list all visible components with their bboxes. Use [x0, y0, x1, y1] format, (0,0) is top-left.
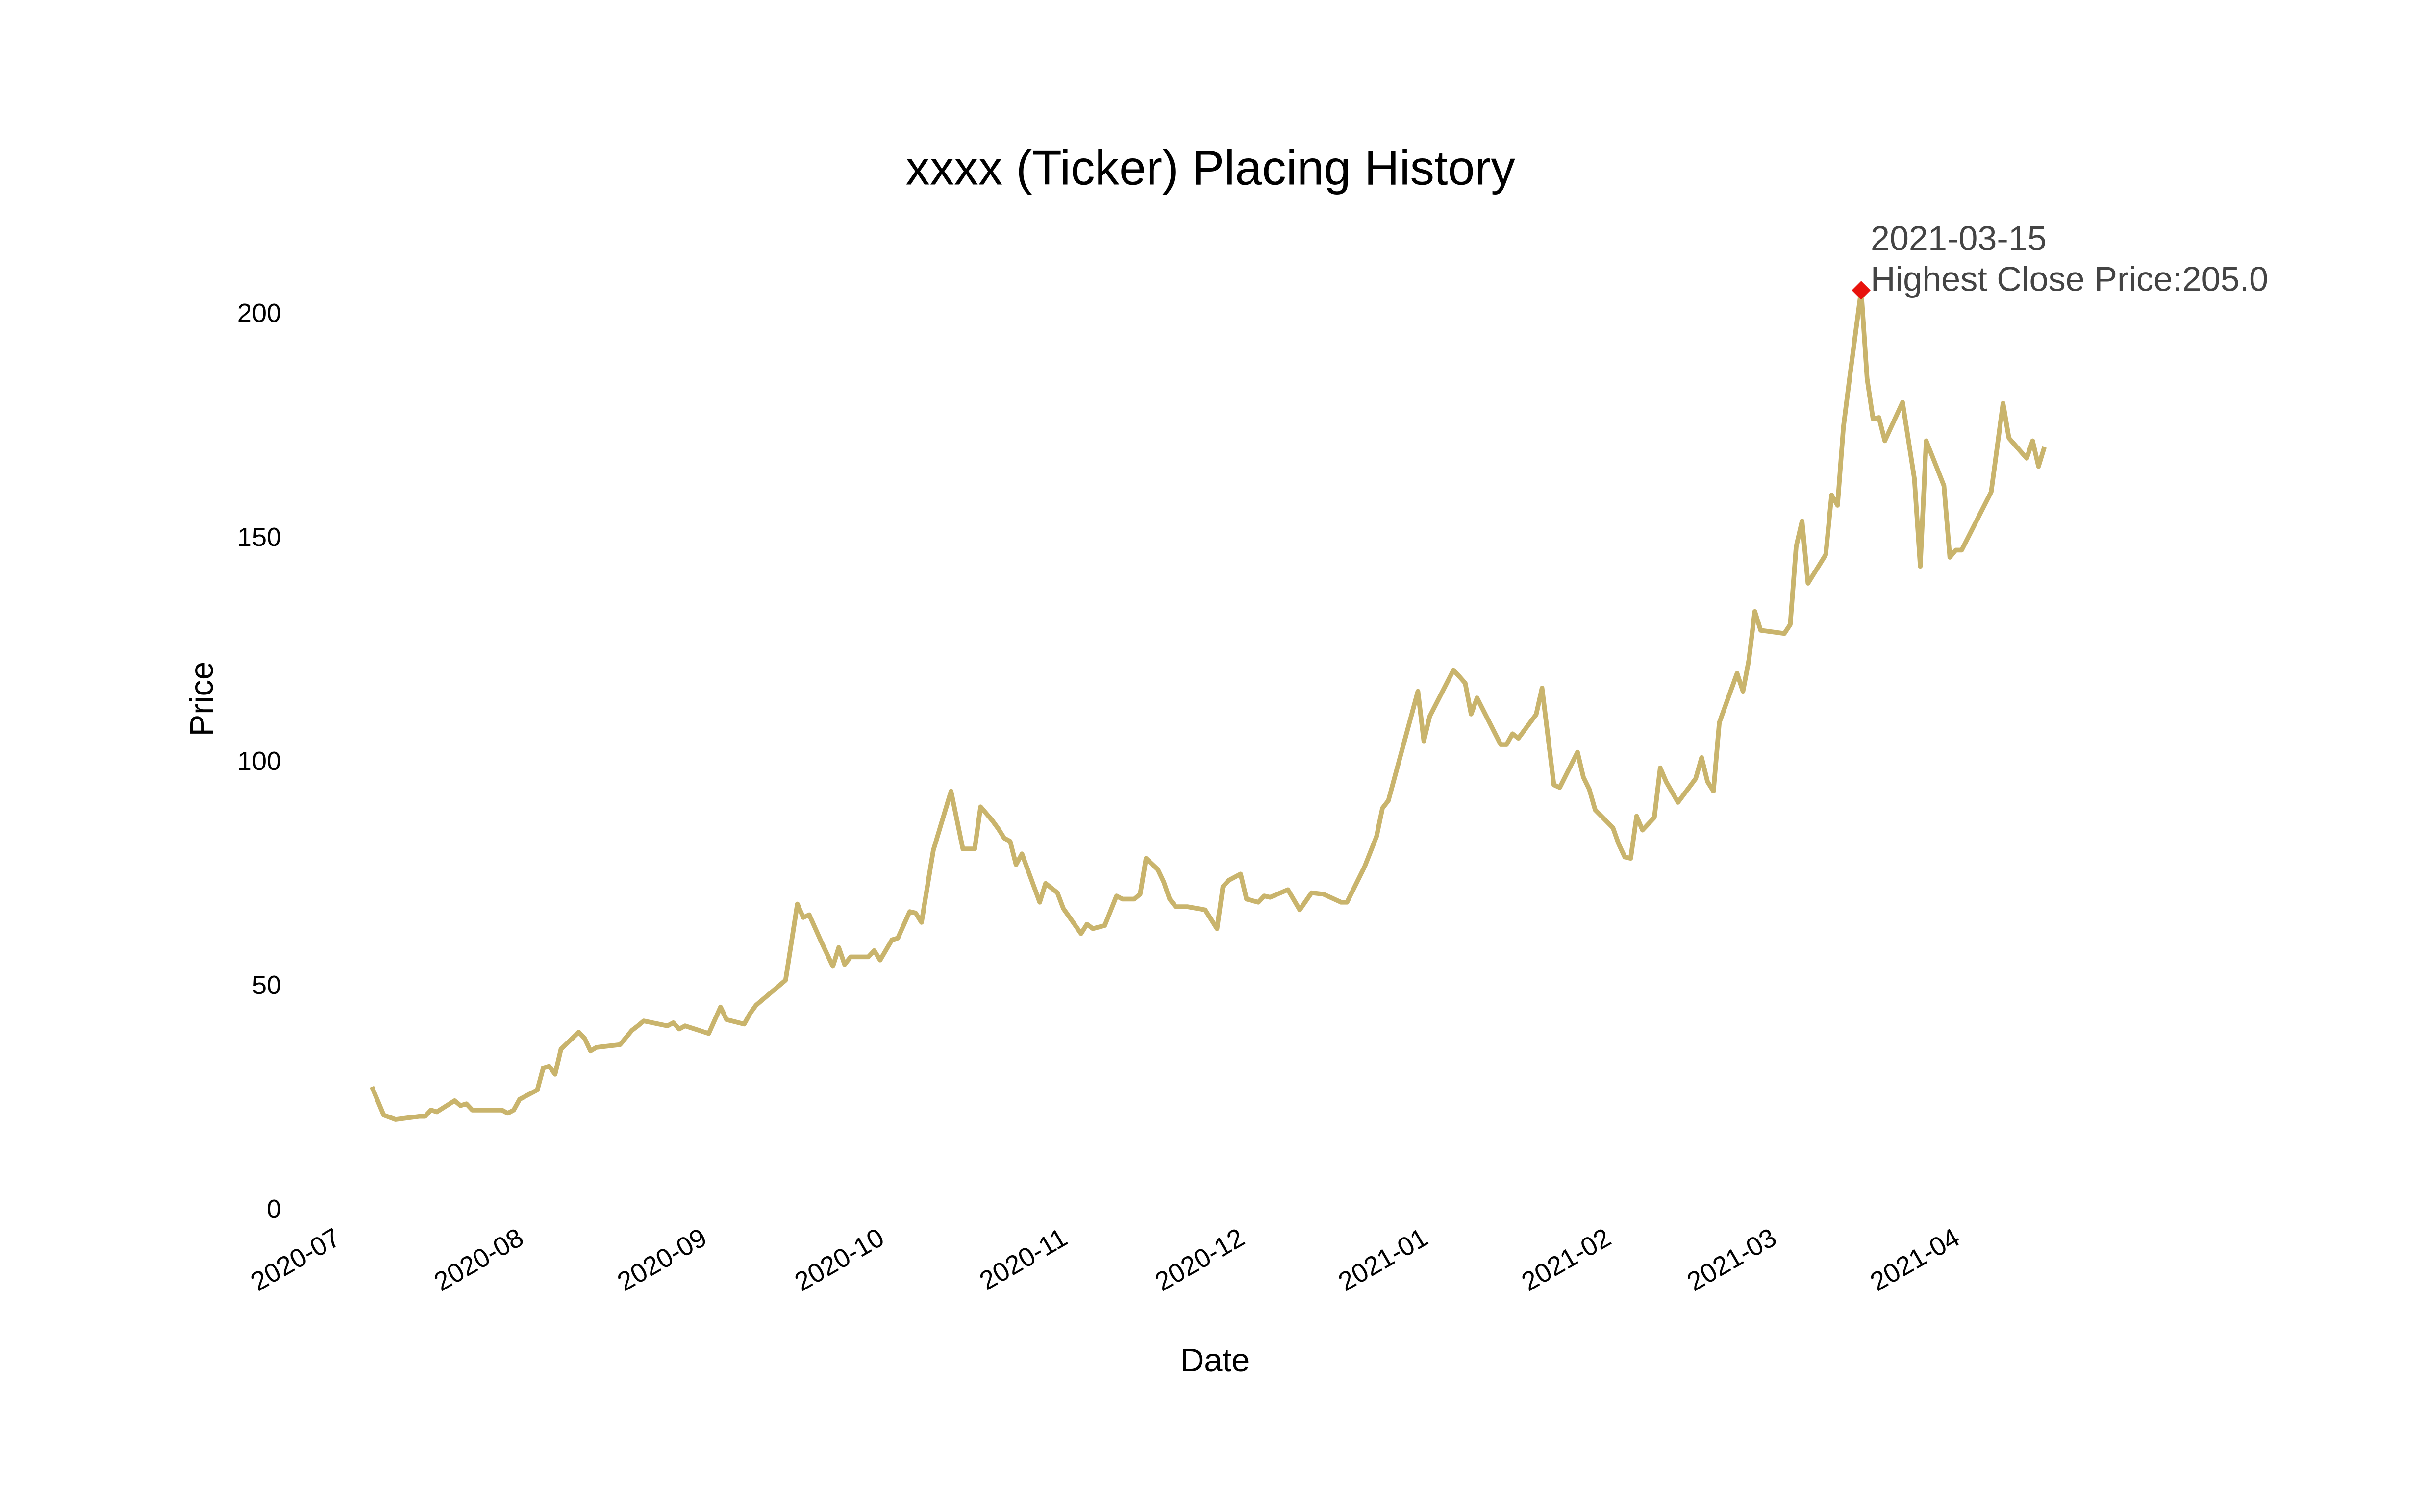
y-tick-label: 150	[237, 522, 281, 552]
price-line	[370, 288, 2047, 1122]
annotation-text: Highest Close Price:205.0	[1871, 259, 2268, 298]
y-axis-label: Price	[183, 662, 220, 737]
x-tick-label: 2020-08	[429, 1223, 528, 1297]
y-tick-label: 100	[237, 746, 281, 776]
x-tick-label: 2020-10	[790, 1223, 889, 1297]
y-tick-label: 200	[237, 298, 281, 328]
x-tick-label: 2020-09	[612, 1223, 711, 1297]
chart-title: xxxx (Ticker) Placing History	[905, 141, 1515, 195]
peak-marker	[1852, 281, 1871, 300]
y-tick-label: 0	[267, 1194, 281, 1224]
x-tick-label: 2020-07	[246, 1223, 345, 1297]
x-tick-label: 2021-02	[1517, 1223, 1616, 1297]
y-tick-label: 50	[252, 970, 281, 1000]
x-tick-label: 2021-04	[1865, 1223, 1964, 1297]
x-tick-label: 2020-11	[975, 1223, 1072, 1296]
x-tick-label: 2021-01	[1333, 1223, 1432, 1297]
x-tick-label: 2021-03	[1682, 1223, 1781, 1297]
x-axis-label: Date	[1180, 1342, 1250, 1379]
annotation-text: 2021-03-15	[1871, 219, 2047, 258]
x-tick-label: 2020-12	[1151, 1223, 1250, 1297]
